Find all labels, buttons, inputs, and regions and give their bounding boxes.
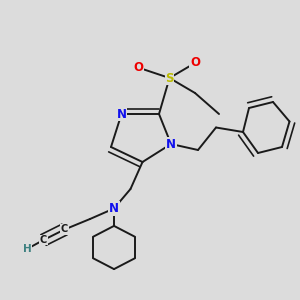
Text: S: S <box>165 71 174 85</box>
Text: C: C <box>40 235 47 245</box>
Text: O: O <box>133 61 143 74</box>
Text: N: N <box>116 107 127 121</box>
Text: H: H <box>22 244 32 254</box>
Text: N: N <box>109 202 119 215</box>
Text: C: C <box>61 224 68 235</box>
Text: O: O <box>190 56 200 70</box>
Text: N: N <box>166 137 176 151</box>
